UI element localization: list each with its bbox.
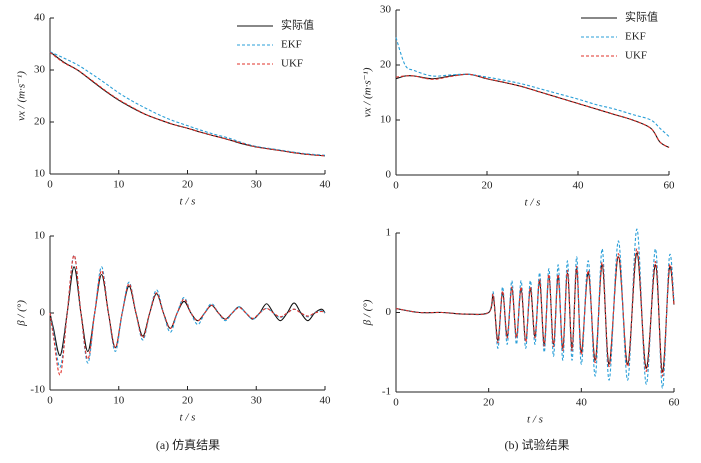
x-tick-label: 0 bbox=[393, 397, 399, 409]
y-tick-label: 20 bbox=[380, 59, 392, 71]
x-axis-label: t / s bbox=[525, 197, 541, 209]
data-line bbox=[395, 73, 670, 148]
x-axis-label: t / s bbox=[180, 196, 196, 208]
x-tick-label: 20 bbox=[182, 395, 194, 407]
x-axis-label: t / s bbox=[180, 412, 196, 424]
y-tick-label: 10 bbox=[34, 168, 46, 180]
x-tick-label: 40 bbox=[320, 179, 332, 191]
x-tick-label: 0 bbox=[47, 179, 53, 191]
legend-label: UKF bbox=[281, 58, 303, 70]
y-tick-label: 40 bbox=[34, 12, 46, 24]
y-tick-label: 20 bbox=[34, 116, 46, 128]
x-tick-label: 10 bbox=[113, 395, 125, 407]
x-tick-label: 30 bbox=[251, 395, 263, 407]
y-axis-label: β / (°) bbox=[362, 299, 374, 326]
y-tick-label: 30 bbox=[34, 64, 46, 76]
data-line bbox=[49, 254, 326, 376]
x-tick-label: 40 bbox=[576, 397, 588, 409]
y-tick-label: 10 bbox=[380, 114, 392, 126]
data-line bbox=[395, 73, 670, 148]
x-tick-label: 40 bbox=[573, 180, 585, 192]
x-axis-label: t / s bbox=[527, 414, 543, 426]
x-tick-label: 20 bbox=[482, 180, 494, 192]
x-tick-label: 60 bbox=[669, 397, 681, 409]
data-line bbox=[49, 51, 326, 156]
y-tick-label: 0 bbox=[40, 307, 46, 319]
x-tick-label: 10 bbox=[113, 179, 125, 191]
y-tick-label: 10 bbox=[34, 230, 46, 242]
y-axis-label: vx / (m·s⁻¹) bbox=[362, 67, 374, 117]
y-axis-label: β / (°) bbox=[16, 300, 28, 327]
x-tick-label: 60 bbox=[664, 180, 676, 192]
y-tick-label: 1 bbox=[386, 227, 392, 239]
x-tick-label: 0 bbox=[393, 180, 399, 192]
x-tick-label: 20 bbox=[182, 179, 194, 191]
x-tick-label: 40 bbox=[320, 395, 332, 407]
caption: (b) 试验结果 bbox=[505, 437, 570, 452]
y-axis-label: vx / (m·s⁻¹) bbox=[16, 71, 28, 121]
legend-label: 实际值 bbox=[281, 18, 314, 32]
y-tick-label: 30 bbox=[380, 4, 392, 16]
data-line bbox=[395, 37, 670, 137]
legend-label: EKF bbox=[281, 39, 302, 51]
legend-label: UKF bbox=[625, 50, 647, 62]
y-tick-label: 0 bbox=[386, 306, 392, 318]
caption: (a) 仿真结果 bbox=[156, 438, 220, 452]
data-line bbox=[49, 254, 326, 368]
y-tick-label: 0 bbox=[386, 169, 392, 181]
y-tick-label: -10 bbox=[30, 384, 45, 396]
x-tick-label: 20 bbox=[483, 397, 495, 409]
legend-label: EKF bbox=[625, 31, 646, 43]
x-tick-label: 30 bbox=[251, 179, 263, 191]
data-line bbox=[395, 248, 675, 377]
legend-label: 实际值 bbox=[625, 10, 658, 24]
x-tick-label: 0 bbox=[47, 395, 53, 407]
y-tick-label: -1 bbox=[382, 386, 391, 398]
